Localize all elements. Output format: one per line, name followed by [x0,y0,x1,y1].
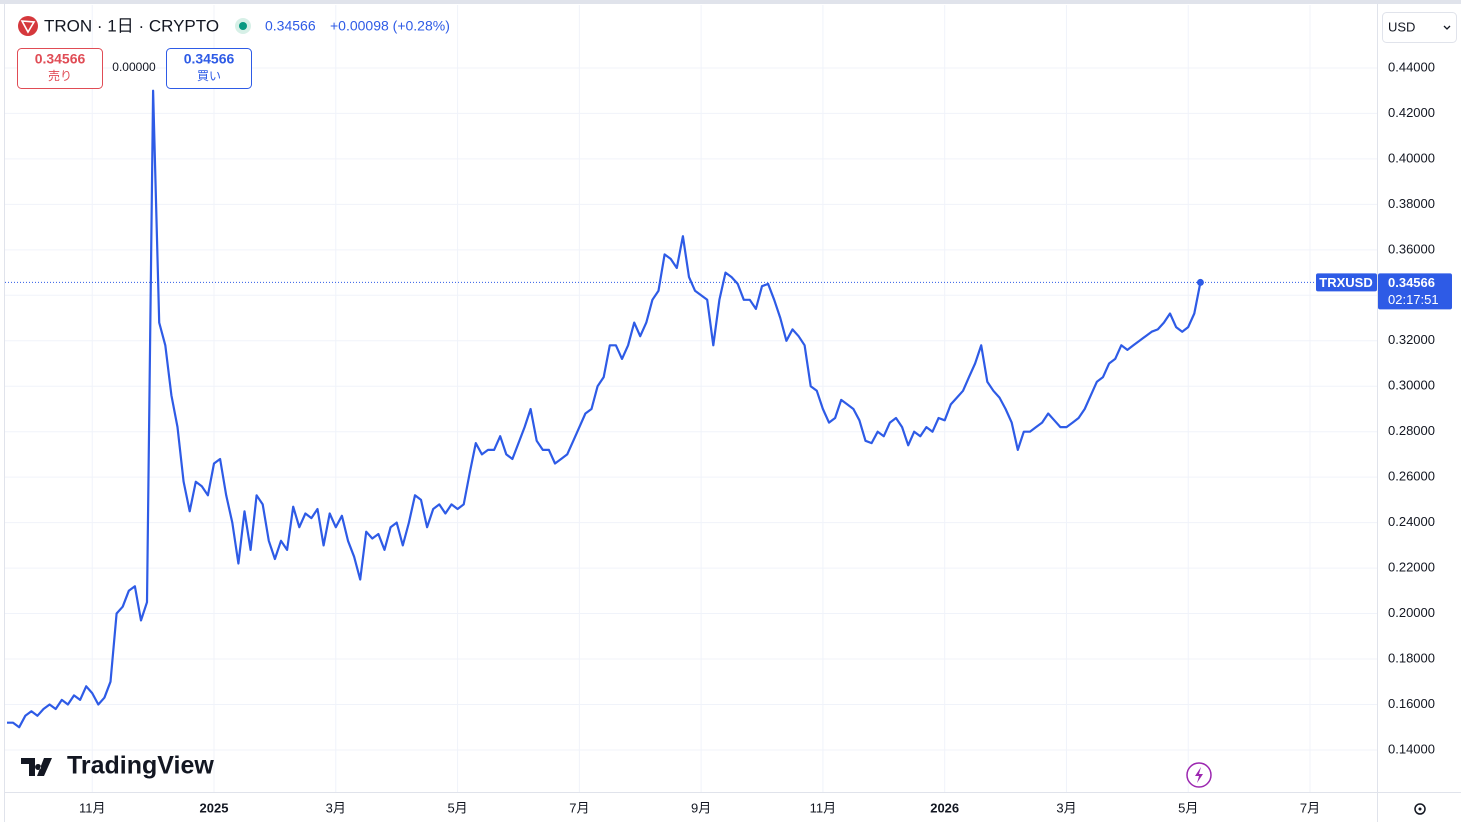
x-tick-label: 7月 [1300,800,1320,815]
x-tick-label: 2025 [200,800,229,815]
x-tick-label: 3月 [1056,800,1076,815]
sell-button[interactable] [17,48,103,89]
currency-label: USD [1388,19,1415,34]
y-tick-label: 0.40000 [1388,150,1435,165]
plot [5,89,1377,729]
y-tick-label: 0.26000 [1388,469,1435,484]
y-tick-label: 0.16000 [1388,696,1435,711]
buy-price: 0.34566 [184,51,235,67]
y-tick-label: 0.30000 [1388,378,1435,393]
y-tick-label: 0.24000 [1388,514,1435,529]
x-tick-label: 11月 [79,800,106,815]
y-tick-label: 0.44000 [1388,59,1435,74]
symbol-tag [1316,273,1377,292]
y-tick-label: 0.32000 [1388,332,1435,347]
x-tick-label: 11月 [810,800,837,815]
x-tick-label: 3月 [326,800,346,815]
last-point [1196,278,1204,286]
sell-price: 0.34566 [35,51,86,67]
buy-label: 買い [197,69,221,83]
price-tag-value: 0.34566 [1388,275,1435,290]
y-tick-label: 0.18000 [1388,650,1435,665]
grid [5,5,1377,792]
brand-name: TradingView [67,752,214,780]
symbol-tag-label: TRXUSD [1319,275,1372,290]
spread: 0.00000 [112,60,156,74]
currency-chevron [1443,25,1451,30]
price-tag [1378,273,1452,310]
settings-icon [1418,807,1422,811]
buy-button[interactable] [166,48,252,89]
brand-logo [21,758,52,776]
header-price: 0.34566 [265,18,316,34]
x-tick-label: 2026 [930,800,959,815]
price-line [7,89,1202,729]
price-tag-countdown: 02:17:51 [1388,292,1439,307]
currency-select[interactable] [1382,12,1457,43]
symbol-logo-mark [20,20,36,34]
x-tick-label: 5月 [447,800,467,815]
market-status-dot [239,22,247,30]
settings-button[interactable] [1414,803,1426,815]
y-tick-label: 0.36000 [1388,241,1435,256]
y-tick-label: 0.22000 [1388,560,1435,575]
x-tick-label: 9月 [691,800,711,815]
y-tick-label: 0.38000 [1388,196,1435,211]
alert-icon [1195,767,1203,783]
y-tick-label: 0.42000 [1388,105,1435,120]
y-tick-label: 0.20000 [1388,605,1435,620]
x-tick-label: 7月 [569,800,589,815]
header-change: +0.00098 (+0.28%) [330,18,450,34]
y-tick-label: 0.28000 [1388,423,1435,438]
sell-label: 売り [48,68,72,83]
y-tick-label: 0.14000 [1388,741,1435,756]
symbol-title[interactable]: TRON · 1日 · CRYPTO [44,16,219,35]
top-border [0,0,1461,4]
x-tick-label: 5月 [1178,800,1198,815]
